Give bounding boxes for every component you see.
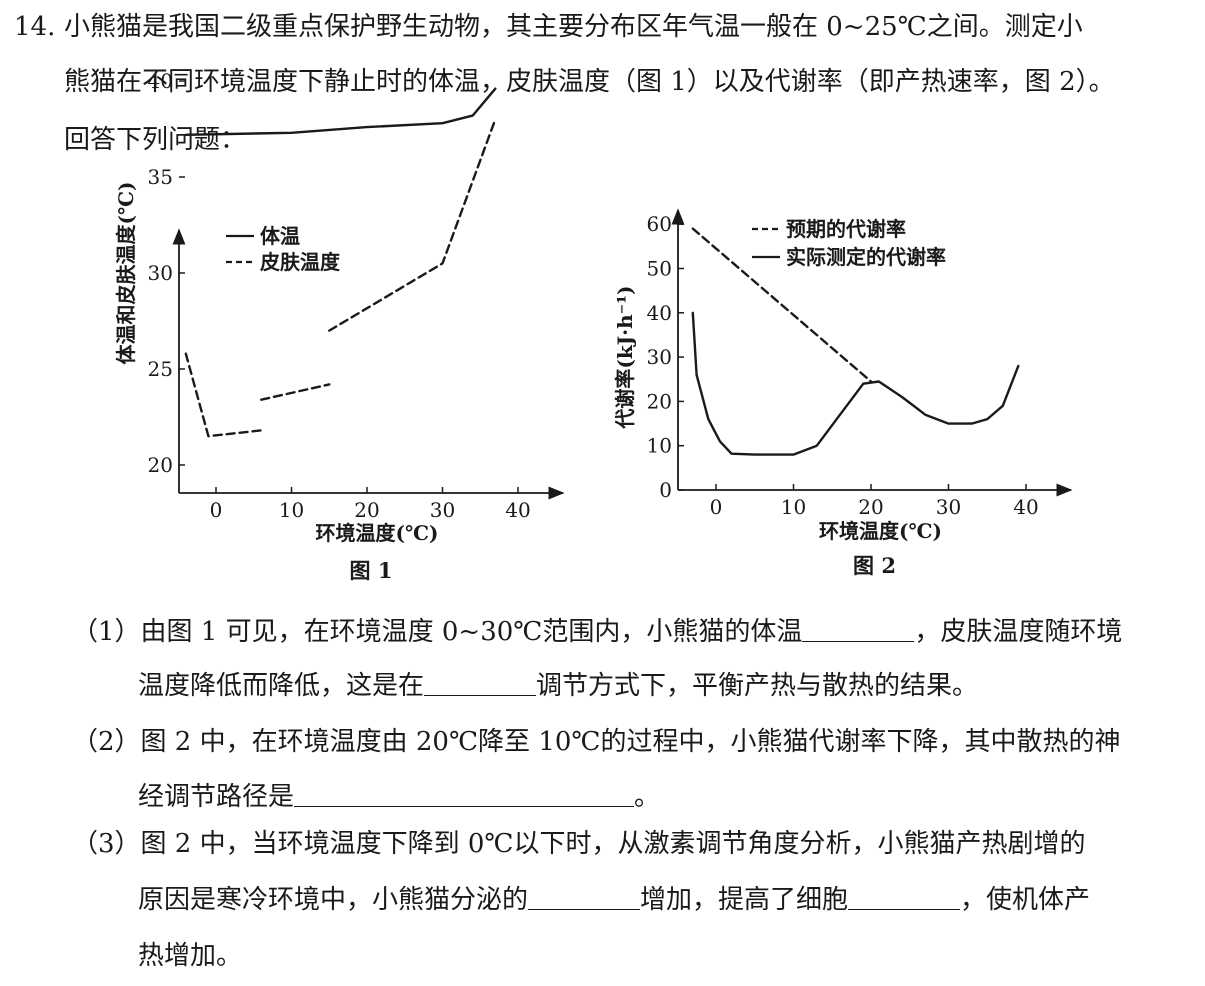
sub-question-1-text-b: ，皮肤温度随环境 (914, 617, 1123, 647)
fig1-x-tick-label: 20 (354, 498, 379, 522)
fig2-legend-label: 实际测定的代谢率 (786, 245, 946, 269)
answer-blank-4[interactable] (528, 885, 641, 910)
fig2-x-tick-label: 20 (858, 495, 883, 519)
fig1-x-tick-label: 30 (430, 498, 455, 522)
answer-blank-2[interactable] (424, 671, 537, 696)
fig2-y-tick-label: 20 (647, 389, 672, 413)
sub-question-2-text-c: 。 (634, 782, 661, 812)
fig2-legend-label: 预期的代谢率 (786, 217, 906, 241)
sub-question-1-line2: 温度降低而降低，这是在 调节方式下，平衡产热与散热的结果。 (138, 670, 978, 702)
fig1-y-tick-label: 40 (148, 69, 173, 93)
fig2-y-tick-label: 0 (659, 478, 672, 502)
fig1-series-1-line (184, 87, 497, 137)
sub-question-1-line1: （1）由图 1 可见，在环境温度 0~30℃范围内，小熊猫的体温 ，皮肤温度随环境 (72, 616, 1122, 648)
sub-question-3-line3: 热增加。 (138, 940, 242, 972)
fig2-y-tick-label: 50 (647, 257, 672, 281)
sub-question-3-text-c: 增加，提高了细胞 (640, 885, 849, 915)
fig1-x-tick-label: 10 (279, 498, 304, 522)
fig1-x-tick-label: 0 (210, 498, 223, 522)
sub-question-3-text-a: 图 2 中，当环境温度下降到 0℃以下时，从激素调节角度分析，小熊猫产热剧增的 (140, 829, 1086, 859)
fig2-x-tick-label: 0 (710, 495, 723, 519)
fig1-legend-label: 体温 (260, 224, 300, 248)
fig2-series-2-line (691, 311, 1020, 456)
sub-question-3-text-e: 热增加。 (138, 941, 243, 971)
question-intro-line3: 回答下列问题： (64, 125, 247, 155)
sub-question-1-text-c: 温度降低而降低，这是在 (138, 671, 425, 701)
fig2-y-axis-label: 代谢率(kJ·h⁻¹) (613, 286, 637, 430)
sub-question-1-label: （1） (72, 617, 141, 647)
fig1-caption: 图 1 (350, 558, 393, 583)
sub-question-2-label: （2） (72, 727, 141, 757)
question-intro-line2: 熊猫在不同环境温度下静止时的体温，皮肤温度（图 1）以及代谢率（即产热速率，图 … (64, 67, 1115, 97)
answer-blank-5[interactable] (848, 885, 961, 910)
fig1-series-2-line (260, 383, 331, 401)
figure-2-chart: 0 10 20 30 40 0 10 20 30 40 50 60 环境温度(℃) 代谢率(kJ·h⁻¹)… (613, 208, 1073, 578)
sub-question-2-text-a: 图 2 中，在环境温度由 20℃降至 10℃的过程中，小熊猫代谢率下降，其中散热… (140, 727, 1121, 757)
fig2-series-1-line (691, 227, 873, 383)
sub-question-3-line2: 原因是寒冷环境中，小熊猫分泌的 增加，提高了细胞 ，使机体产 (138, 884, 1090, 916)
question-number: 14. (14, 12, 56, 42)
fig1-x-tick-label: 40 (505, 498, 530, 522)
figure-1-chart: 0 10 20 30 40 20 25 30 35 40 环境温度(℃) 体温和皮肤温度(℃) 图 1 体… (114, 69, 565, 583)
question-intro-line1: 小熊猫是我国二级重点保护野生动物，其主要分布区年气温一般在 0~25℃之间。测定… (64, 12, 1083, 42)
fig1-y-tick-label: 35 (148, 165, 173, 189)
answer-blank-3[interactable] (294, 782, 635, 807)
sub-question-3-label: （3） (72, 829, 141, 859)
sub-question-3-text-b: 原因是寒冷环境中，小熊猫分泌的 (138, 885, 529, 915)
fig2-y-tick-label: 40 (647, 301, 672, 325)
fig2-caption: 图 2 (853, 553, 896, 578)
sub-question-3-text-d: ，使机体产 (960, 885, 1091, 915)
fig1-series-2-line (328, 118, 497, 332)
fig2-x-axis-label: 环境温度(℃) (819, 519, 942, 543)
fig1-legend-label: 皮肤温度 (260, 250, 341, 274)
fig1-y-axis-label: 体温和皮肤温度(℃) (114, 182, 138, 365)
fig1-y-tick-label: 30 (148, 261, 173, 285)
fig2-y-tick-label: 10 (647, 434, 672, 458)
sub-question-1-text-a: 由图 1 可见，在环境温度 0~30℃范围内，小熊猫的体温 (140, 617, 803, 647)
fig1-x-axis-label: 环境温度(℃) (316, 521, 439, 545)
fig2-y-tick-label: 60 (647, 212, 672, 236)
sub-question-2-line1: （2）图 2 中，在环境温度由 20℃降至 10℃的过程中，小熊猫代谢率下降，其… (72, 726, 1121, 758)
sub-question-3-line1: （3）图 2 中，当环境温度下降到 0℃以下时，从激素调节角度分析，小熊猫产热剧… (72, 828, 1086, 860)
sub-question-2-line2: 经调节路径是 。 (138, 781, 660, 813)
fig1-y-tick-label: 25 (148, 357, 173, 381)
figures: 0 10 20 30 40 20 25 30 35 40 环境温度(℃) 体温和皮肤温度(℃) 图 1 体… (114, 69, 1073, 583)
fig2-y-tick-label: 30 (647, 345, 672, 369)
answer-blank-1[interactable] (802, 617, 915, 642)
sub-question-1-text-d: 调节方式下，平衡产热与散热的结果。 (536, 671, 979, 701)
fig2-x-tick-label: 40 (1013, 495, 1038, 519)
fig1-y-tick-label: 20 (148, 453, 173, 477)
fig2-x-tick-label: 30 (936, 495, 961, 519)
fig1-series-2-line (184, 352, 263, 438)
sub-question-2-text-b: 经调节路径是 (138, 782, 295, 812)
fig2-x-tick-label: 10 (781, 495, 806, 519)
